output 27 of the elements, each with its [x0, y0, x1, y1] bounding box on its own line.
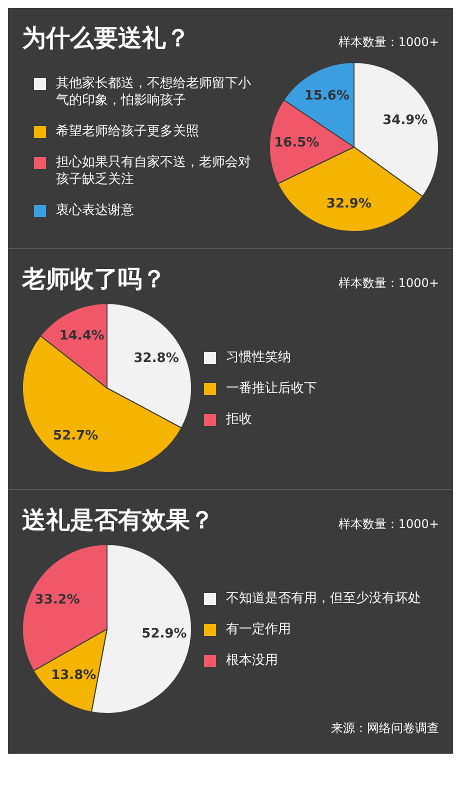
legend-label: 习惯性笑纳 [226, 348, 291, 366]
chart-subtitle: 样本数量：1000+ [338, 34, 439, 51]
chart-subtitle: 样本数量：1000+ [338, 516, 439, 533]
data-label: 16.5% [274, 135, 320, 150]
legend-label: 拒收 [226, 410, 252, 428]
data-label: 34.9% [382, 113, 428, 128]
source-note: 来源：网络问卷调查 [330, 720, 439, 737]
data-label: 52.7% [53, 428, 98, 444]
text: 样本数量：1000+ [338, 275, 439, 292]
data-label: 32.8% [134, 350, 179, 366]
data-label: 52.9% [142, 626, 187, 642]
chart-title: 为什么要送礼？ [22, 23, 190, 54]
legend-label: 希望老师给孩子更多关照 [56, 123, 199, 140]
legend-label: 一番推让后收下 [226, 380, 317, 396]
legend-label: 衷心表达谢意 [56, 202, 134, 219]
legend-label: 有一定作用 [226, 620, 291, 638]
chart-title: 送礼是否有效果？ [22, 505, 214, 536]
data-label: 33.2% [34, 592, 80, 608]
legend-label: 其他家长都送，不想给老师留下小气的印象，怕影响孩子 [56, 75, 252, 109]
data-label: 15.6% [304, 88, 350, 104]
legend-label: 不知道是否有用，但至少没有坏处 [226, 590, 421, 606]
legend-label: 根本没用 [226, 652, 278, 668]
data-label: 14.4% [59, 328, 104, 344]
data-label: 13.8% [51, 668, 96, 684]
chart-title: 老师收了吗？ [22, 264, 166, 295]
data-label: 32.9% [326, 196, 372, 212]
legend-label: 担心如果只有自家不送，老师会对孩子缺乏关注 [56, 154, 252, 188]
